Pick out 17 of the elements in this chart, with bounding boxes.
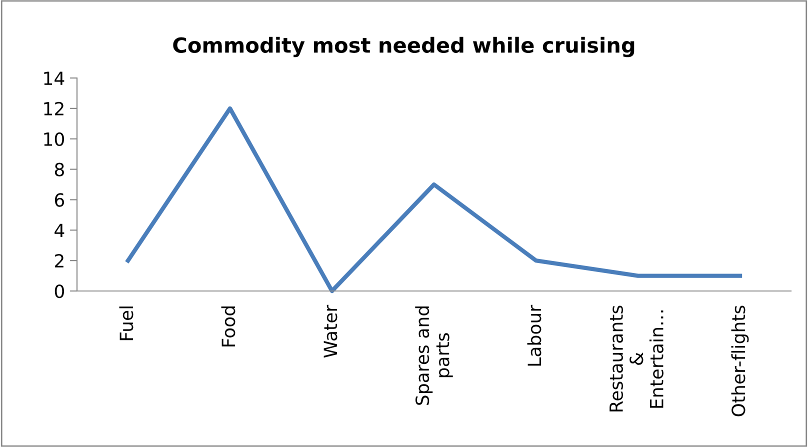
x-tick-label: Water [324, 304, 338, 358]
y-tick-label: 12 [44, 102, 64, 116]
chart-title: Commodity most needed while cruising [173, 36, 634, 58]
y-tick-label: 4 [54, 224, 64, 238]
x-tick-label: Other-flights [731, 306, 749, 416]
y-tick-label: 10 [44, 132, 64, 146]
line-series [126, 106, 742, 294]
x-tick-label: Spares and parts [415, 306, 453, 405]
y-tick-label: 8 [54, 162, 64, 176]
y-tick-label: 0 [54, 284, 64, 298]
y-tick-label: 2 [55, 254, 64, 268]
y-tick-label: 14 [44, 72, 64, 85]
x-tick-label: Food [221, 306, 236, 346]
x-tick-label: Fuel [119, 306, 134, 340]
x-tick-label: Restaurants & Entertain… [610, 306, 664, 412]
y-tick-label: 6 [54, 193, 64, 207]
x-tick-label: Labour [527, 304, 542, 366]
